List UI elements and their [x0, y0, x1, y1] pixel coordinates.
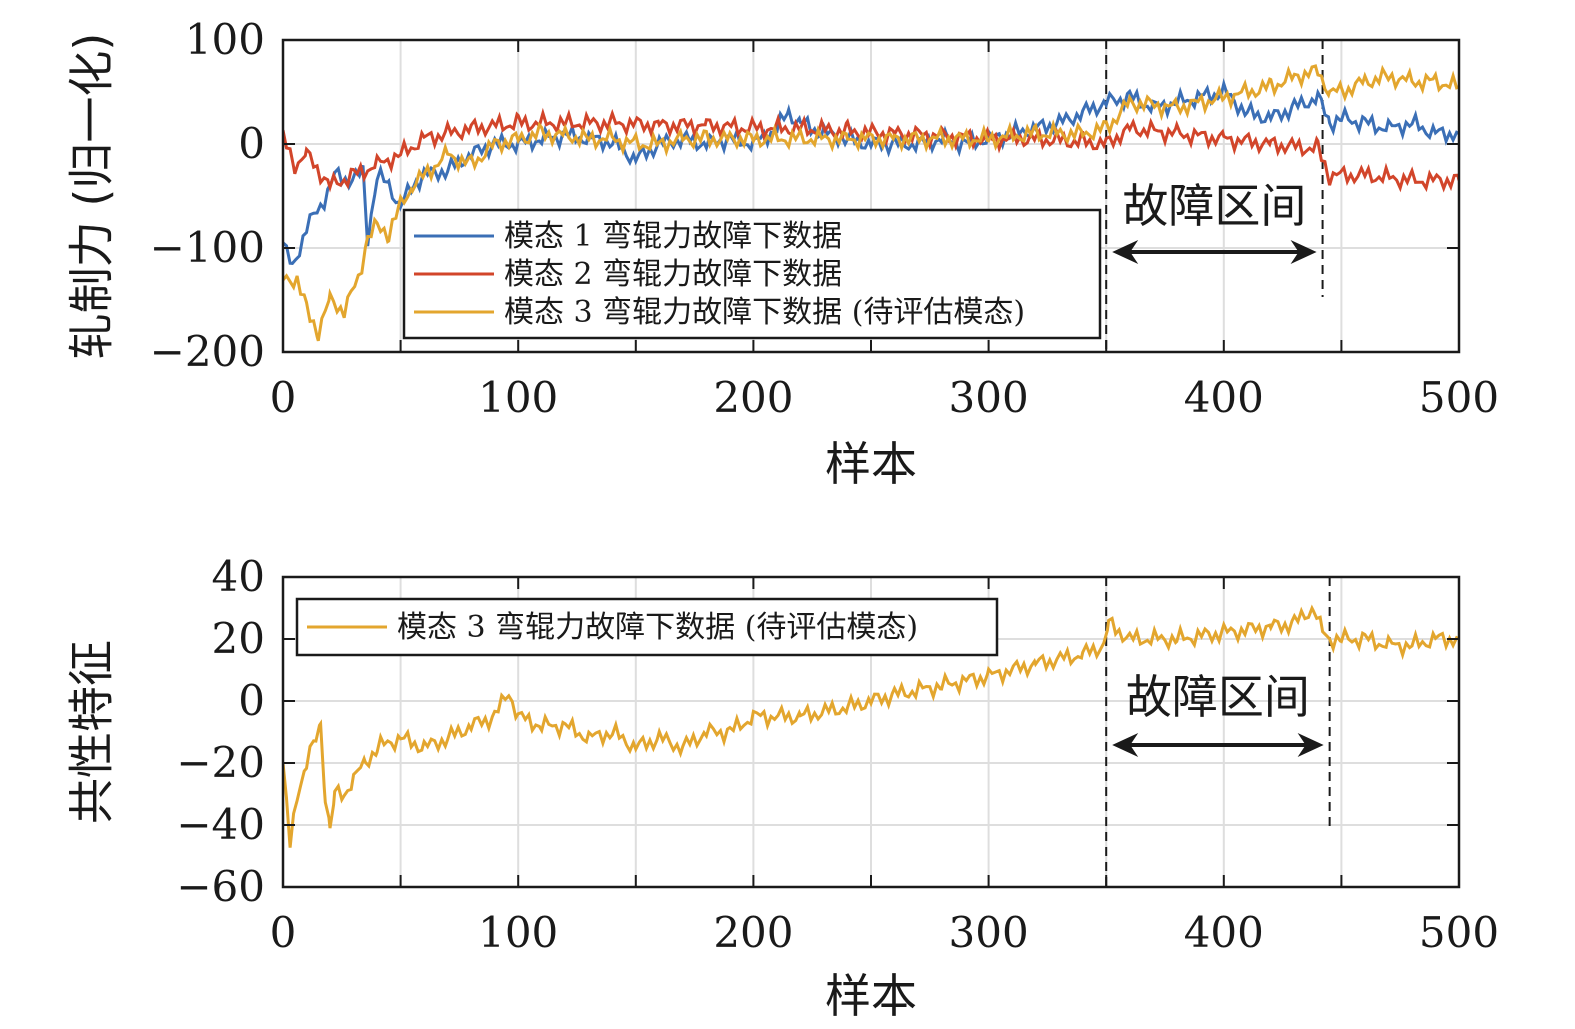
y-tick-label: 20 [212, 614, 265, 663]
y-tick-label: 0 [238, 119, 265, 168]
x-tick-label: 300 [949, 908, 1029, 957]
x-tick-label: 300 [949, 373, 1029, 422]
x-axis-label: 样本 [825, 437, 917, 491]
chart-top: 0 100 200 300 400 500 −200 −100 0 100 样本 轧制力 (归一化) 故… [65, 15, 1500, 491]
x-tick-label: 400 [1184, 373, 1264, 422]
series-line-3 [283, 64, 1459, 342]
arrow-head-right [1290, 240, 1317, 264]
legend-label: 模态 3 弯辊力故障下数据 (待评估模态) [397, 610, 918, 645]
y-tick-label: 0 [238, 676, 265, 725]
y-tick-label: 40 [212, 552, 265, 601]
fault-interval-label: 故障区间 [1122, 179, 1306, 233]
arrow-head-left [1112, 733, 1139, 757]
x-tick-label: 400 [1184, 908, 1264, 957]
legend-label: 模态 3 弯辊力故障下数据 (待评估模态) [504, 295, 1025, 330]
chart-bottom: 0 100 200 300 400 500 −60 −40 −20 0 20 40 样本 共性特征 故障区间… [65, 552, 1500, 1023]
arrow-head-right [1297, 733, 1324, 757]
legend-box [295, 597, 999, 657]
x-tick-label: 500 [1419, 908, 1499, 957]
series-line-1 [283, 604, 1459, 848]
legend-label: 模态 2 弯辊力故障下数据 [504, 257, 842, 292]
y-tick-label: −60 [176, 862, 265, 911]
y-tick-label: −40 [176, 800, 265, 849]
y-axis-label: 共性特征 [65, 640, 119, 824]
arrow-head-left [1112, 240, 1139, 264]
x-tick-label: 100 [478, 908, 558, 957]
legend-box [402, 208, 1102, 340]
x-tick-label: 0 [270, 373, 297, 422]
x-tick-label: 200 [713, 373, 793, 422]
y-tick-label: −100 [150, 223, 265, 272]
x-tick-label: 100 [478, 373, 558, 422]
y-tick-label: 100 [185, 15, 265, 64]
x-tick-label: 0 [270, 908, 297, 957]
legend-label: 模态 1 弯辊力故障下数据 [504, 219, 842, 254]
x-tick-label: 500 [1419, 373, 1499, 422]
y-tick-label: −20 [176, 738, 265, 787]
series-line-1 [283, 78, 1459, 265]
y-axis-label: 轧制力 (归一化) [65, 33, 119, 360]
series-line-2 [283, 107, 1459, 193]
y-tick-label: −200 [150, 327, 265, 376]
x-axis-label: 样本 [825, 969, 917, 1023]
legend: 模态 3 弯辊力故障下数据 (待评估模态) [295, 597, 999, 657]
fault-interval-label: 故障区间 [1126, 670, 1310, 724]
x-tick-label: 200 [713, 908, 793, 957]
